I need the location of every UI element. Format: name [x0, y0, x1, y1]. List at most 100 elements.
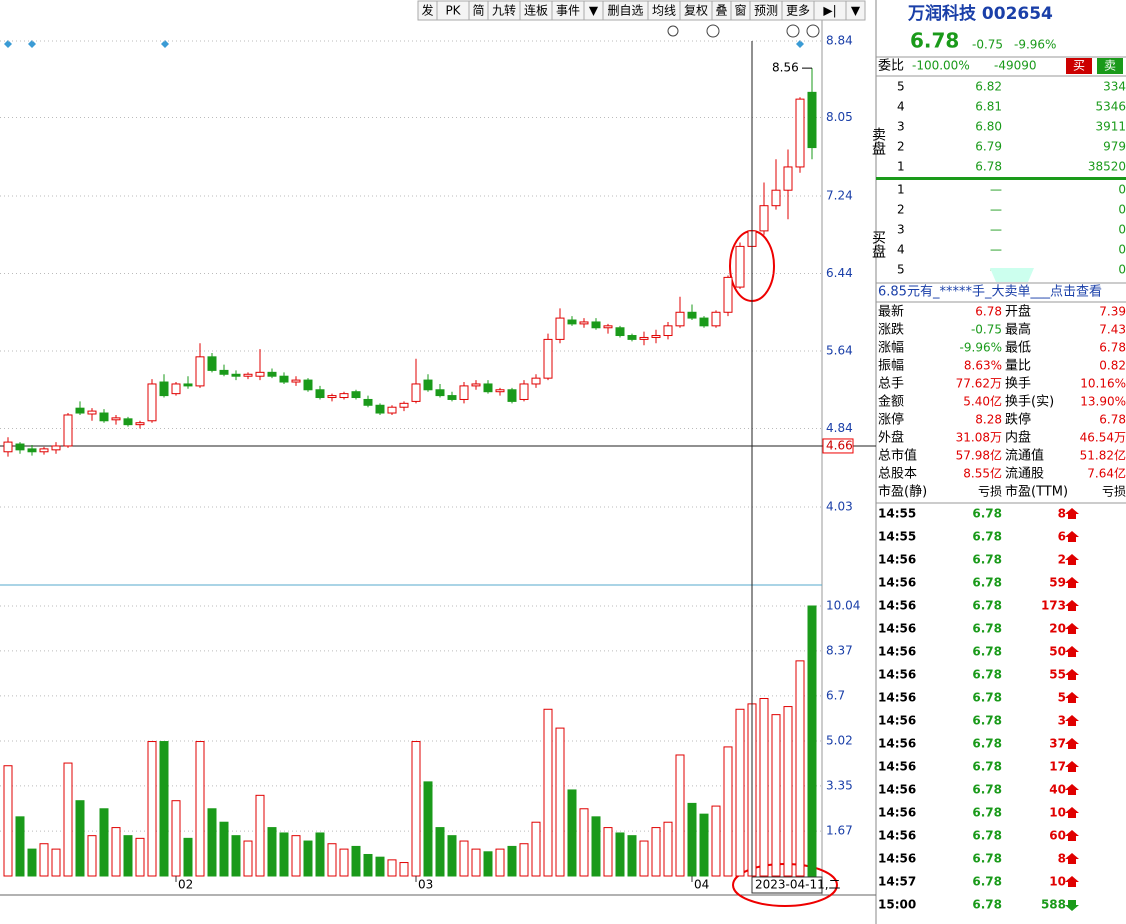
candle-body [231, 373, 241, 377]
stat-label: 总手 [878, 377, 904, 392]
trade-price: 6.78 [972, 898, 1002, 912]
candle-body [699, 317, 709, 327]
level: 5 [897, 263, 905, 277]
book-label: 卖盘 [870, 127, 886, 155]
candle-body [807, 91, 817, 149]
trade-price: 6.78 [972, 645, 1002, 659]
trade-volume: 6 [1058, 530, 1066, 544]
book-volume: 334 [1103, 80, 1126, 94]
trade-arrow [1065, 669, 1079, 680]
stat-label: 内盘 [1005, 430, 1031, 446]
markers [4, 40, 804, 48]
trade-volume: 55 [1049, 668, 1066, 682]
trade-arrow [1065, 807, 1079, 818]
trade-volume: 60 [1049, 829, 1066, 843]
volume-bar [423, 781, 433, 877]
candle-body [507, 389, 517, 402]
date-label: 03 [418, 878, 433, 892]
notice[interactable]: 6.85元有_*****手_大卖单___点击查看 [878, 284, 1102, 300]
trade-price: 6.78 [972, 760, 1002, 774]
trade-time: 14:56 [878, 760, 916, 774]
stat-label: 流通值 [1005, 448, 1044, 464]
candle-body [3, 441, 13, 453]
stat-value: 46.54万 [1080, 431, 1126, 445]
candle-body [327, 395, 337, 399]
stat-value: 8.55亿 [963, 466, 1002, 481]
volume-bar [495, 848, 505, 877]
candle-body [267, 371, 277, 377]
price-tick-label: 5.64 [826, 344, 853, 358]
book-volume: 0 [1118, 223, 1126, 237]
trade-volume: 59 [1049, 576, 1066, 590]
stat-value: 7.39 [1099, 305, 1126, 319]
trade-arrow [1065, 853, 1079, 864]
price: 6.78 [910, 29, 959, 53]
trade-time: 14:56 [878, 852, 916, 866]
candle-body [675, 311, 685, 327]
trade-volume: 20 [1049, 622, 1066, 636]
candle-body [603, 325, 613, 329]
trade-volume: 8 [1058, 852, 1066, 866]
book-volume: 3911 [1095, 120, 1126, 134]
candle-body [387, 406, 397, 414]
candle-body [339, 393, 349, 399]
trade-time: 14:56 [878, 645, 916, 659]
toolbar-button[interactable] [845, 0, 866, 21]
stock-name: 万润科技 002654 [907, 3, 1053, 24]
volume-bar [651, 827, 661, 877]
stat-value: 6.78 [1099, 341, 1126, 355]
stat-value: 10.16% [1080, 377, 1126, 391]
trade-price: 6.78 [972, 668, 1002, 682]
trade-volume: 50 [1049, 645, 1066, 659]
toolbar-label: 连板 [524, 3, 548, 18]
price-tick-label: 4.84 [826, 421, 853, 435]
candle-body [591, 321, 601, 329]
trade-time: 14:56 [878, 714, 916, 728]
trade-time: 14:56 [878, 622, 916, 636]
book-price: — [990, 243, 1002, 257]
reference-label-bg [822, 438, 854, 454]
candle-body [207, 356, 217, 371]
sell-button-label[interactable]: 卖 [1104, 59, 1116, 73]
change: -0.75 [972, 38, 1003, 52]
trade-arrow [1065, 577, 1079, 588]
volume-bar [735, 708, 745, 877]
candle-body [687, 311, 697, 319]
candle-body [63, 414, 73, 447]
toolbar-label: 窗 [734, 4, 746, 18]
volume-bar [3, 765, 13, 877]
book-volume: 0 [1118, 183, 1126, 197]
trade-price: 6.78 [972, 553, 1002, 567]
stat-value: 6.78 [1099, 413, 1126, 427]
book-price: — [990, 203, 1002, 217]
trade-arrow [1065, 623, 1079, 634]
price-tick-label: 8.05 [826, 110, 853, 124]
sell-button[interactable] [1097, 58, 1123, 74]
volume-bar [267, 827, 277, 877]
volume-bar [699, 813, 709, 877]
book-price: 6.82 [975, 80, 1002, 94]
buy-button-label[interactable]: 买 [1073, 59, 1085, 73]
chart-tools[interactable] [667, 24, 820, 38]
volume-bar [207, 808, 217, 877]
candle-body [711, 311, 721, 327]
volume-bar [123, 835, 133, 877]
stat-label: 总股本 [878, 467, 917, 482]
stat-value: 51.82亿 [1080, 448, 1126, 463]
stat-label: 最新 [878, 304, 904, 320]
trade-volume: 3 [1058, 714, 1066, 728]
book-volume: 0 [1118, 203, 1126, 217]
trade-time: 14:56 [878, 668, 916, 682]
volume-bar [303, 840, 313, 877]
trade-time: 14:56 [878, 737, 916, 751]
volume-bar [75, 800, 85, 877]
volume-bar [39, 843, 49, 877]
buy-button[interactable] [1066, 58, 1092, 74]
candle-body [171, 383, 181, 395]
collapse-button[interactable] [990, 268, 1034, 282]
stat-label: 金额 [878, 394, 904, 410]
volume-bar [447, 835, 457, 877]
volume-bar [411, 741, 421, 877]
trade-volume: 8 [1058, 507, 1066, 521]
candle-body [39, 448, 49, 453]
